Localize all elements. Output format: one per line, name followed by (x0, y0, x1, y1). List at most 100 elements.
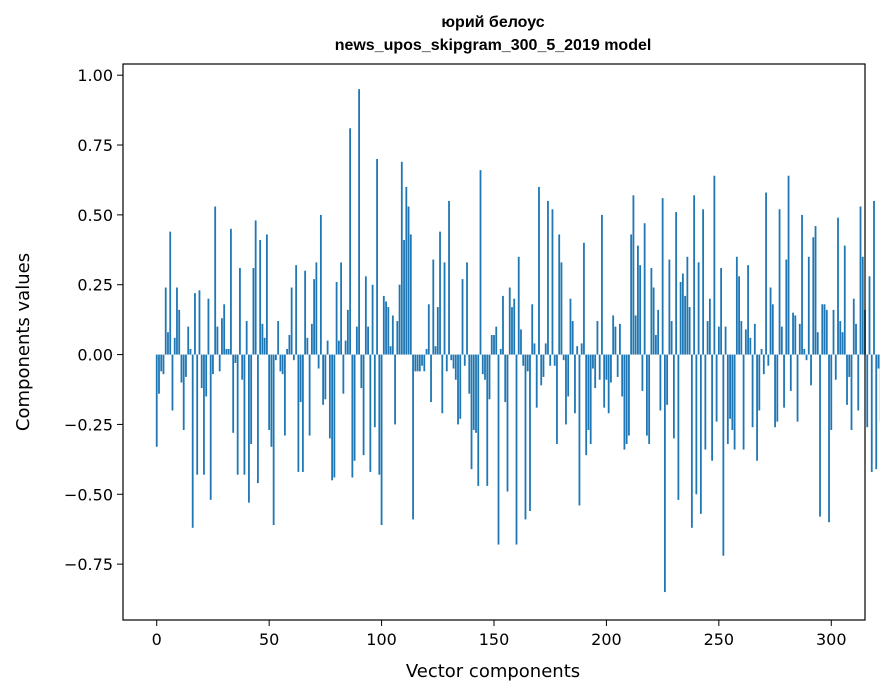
bar (668, 259, 671, 355)
bar (560, 262, 563, 355)
bar (859, 206, 862, 355)
bar (326, 340, 329, 355)
bar (715, 354, 718, 422)
bar (592, 354, 594, 369)
bar (427, 304, 430, 355)
bar (565, 354, 567, 425)
bar (155, 354, 158, 447)
x-tick-label: 0 (152, 630, 162, 649)
bar (603, 354, 606, 408)
bar (526, 354, 529, 372)
bar (713, 175, 716, 355)
bar (504, 354, 507, 403)
bar (430, 354, 432, 403)
bar (654, 335, 657, 355)
bar (515, 354, 518, 545)
y-tick-label: −0.75 (64, 555, 113, 574)
bar (486, 354, 489, 486)
bar (839, 321, 842, 355)
bar (693, 195, 696, 355)
bar (441, 354, 444, 414)
bar (762, 354, 765, 375)
bar (409, 234, 412, 355)
bar (771, 304, 774, 355)
bar (389, 346, 392, 355)
bar (313, 279, 316, 355)
bar (407, 206, 410, 355)
bar (171, 354, 174, 411)
bar (421, 354, 423, 366)
bar (542, 354, 545, 377)
plot-area-frame (122, 63, 866, 621)
bar (234, 354, 237, 363)
bar (747, 265, 749, 355)
bar (589, 354, 592, 444)
bar (641, 354, 644, 391)
bar (196, 354, 199, 475)
bar (387, 307, 390, 355)
bar (167, 332, 169, 355)
bar (214, 206, 217, 355)
bar (493, 335, 495, 355)
bar (405, 186, 408, 355)
bar (328, 354, 331, 439)
bar (601, 214, 603, 355)
bar (297, 354, 300, 472)
bar (758, 354, 761, 411)
bar (268, 354, 271, 431)
bar (861, 256, 864, 355)
bar (742, 354, 745, 450)
bar (484, 354, 486, 380)
bar (819, 354, 821, 517)
bar (459, 354, 462, 419)
bar (391, 315, 394, 355)
bar (351, 354, 354, 478)
bar (243, 354, 246, 475)
bar (232, 354, 235, 433)
bar (605, 354, 608, 380)
bar (283, 354, 286, 436)
bar (837, 217, 839, 355)
bar (816, 332, 819, 355)
bar (637, 245, 639, 355)
bar (744, 329, 747, 355)
bar (666, 354, 669, 405)
bar (628, 354, 630, 436)
bar (333, 354, 336, 478)
bar (841, 332, 844, 355)
bar (191, 354, 194, 528)
x-tick-label: 50 (259, 630, 279, 649)
bar (162, 354, 165, 375)
bar (207, 298, 210, 355)
bar (607, 354, 610, 414)
bar (301, 354, 304, 472)
bar (432, 259, 435, 355)
bar (508, 287, 511, 355)
bar (765, 192, 767, 355)
bar (643, 223, 646, 355)
bar (850, 354, 853, 431)
bar (720, 267, 722, 355)
y-axis-ticks: −0.75 −0.50 −0.25 0.00 0.25 0.50 0.75 1.00 (64, 66, 123, 574)
bar (619, 323, 621, 355)
bar (425, 348, 428, 355)
bar (385, 301, 387, 355)
bar (843, 245, 846, 355)
bar (538, 186, 540, 355)
bar (360, 354, 363, 389)
bar (488, 354, 491, 400)
bar (396, 321, 399, 355)
bar (277, 321, 280, 355)
bar (704, 354, 707, 450)
bar (353, 354, 356, 461)
bar (203, 354, 205, 475)
bar (794, 315, 797, 355)
bar (848, 354, 851, 377)
y-tick-label: 0.50 (77, 206, 113, 225)
bar (571, 321, 574, 355)
bar (349, 128, 351, 355)
bar (616, 354, 619, 377)
bar (266, 234, 268, 355)
bar (239, 267, 241, 355)
bar (681, 273, 684, 355)
